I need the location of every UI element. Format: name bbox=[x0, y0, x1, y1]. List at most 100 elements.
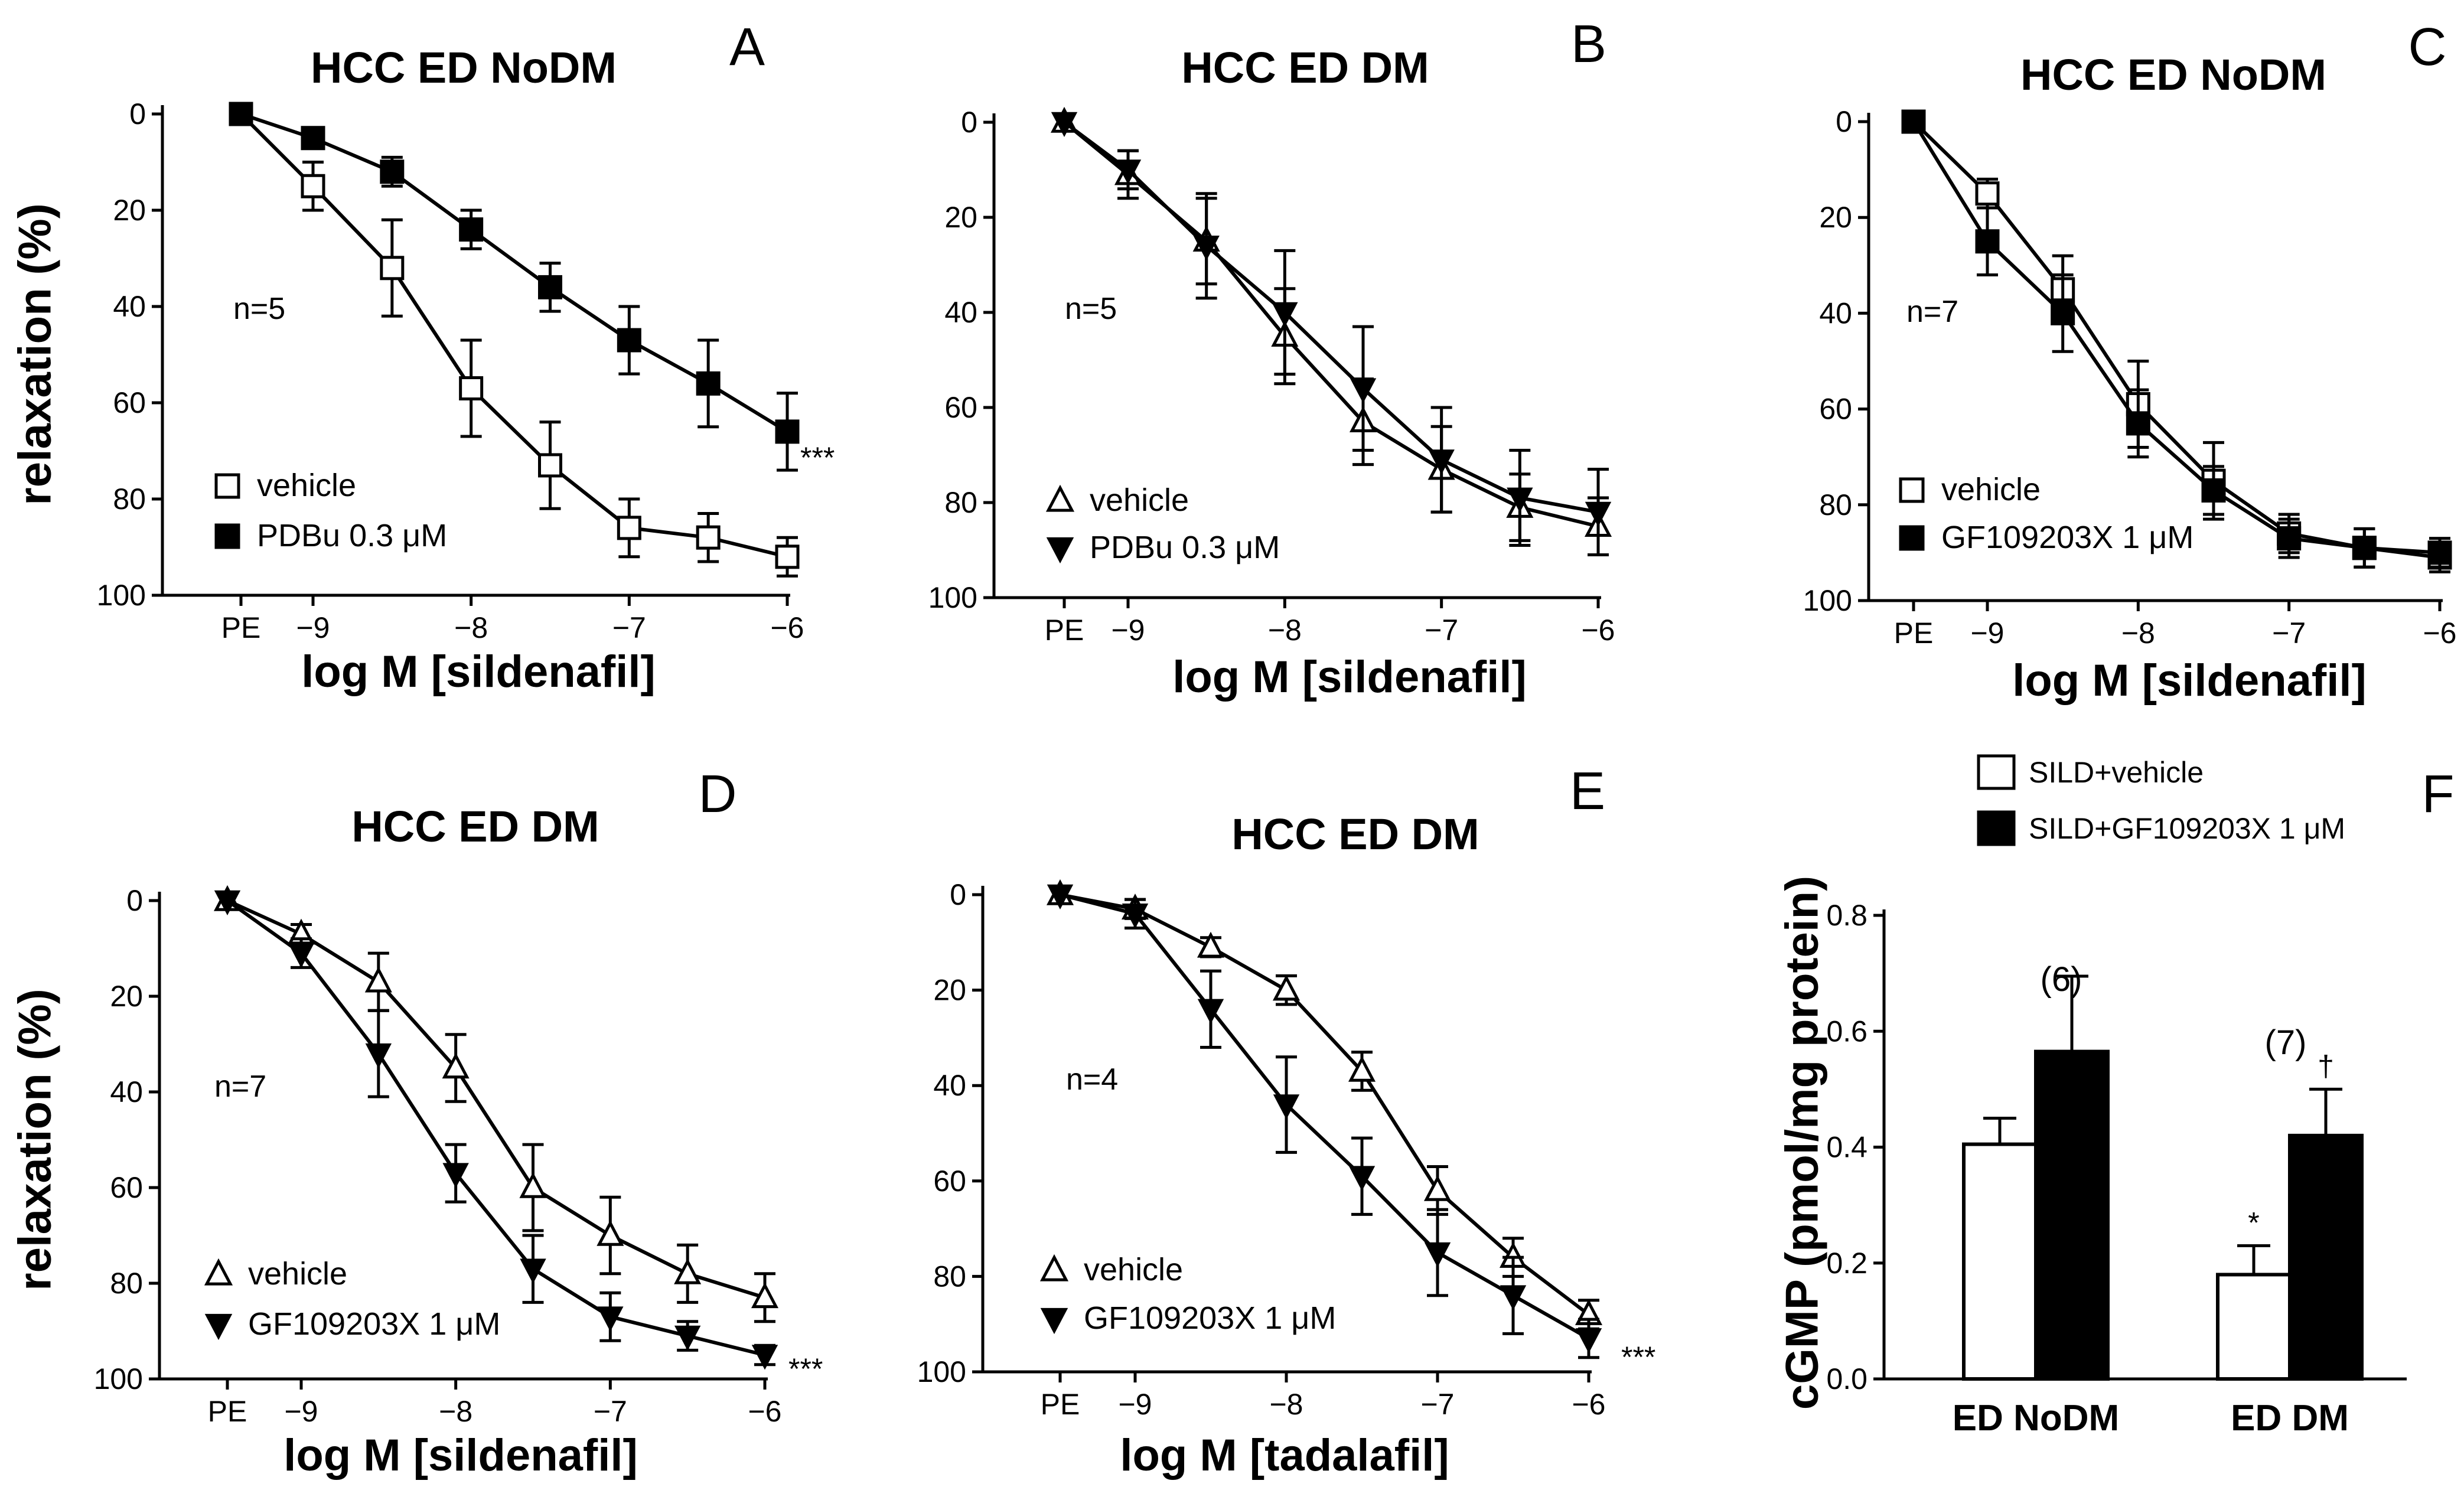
data-point bbox=[1507, 487, 1533, 513]
data-point bbox=[1272, 302, 1298, 328]
panel-letter: C bbox=[2408, 18, 2447, 77]
data-point bbox=[2126, 411, 2150, 436]
legend-label: vehicle bbox=[257, 468, 356, 503]
data-point bbox=[1428, 449, 1455, 475]
x-tick-label: −6 bbox=[1572, 1388, 1605, 1421]
x-tick-label: −8 bbox=[1268, 614, 1302, 647]
x-tick-label: −6 bbox=[770, 611, 804, 644]
series-line bbox=[1912, 120, 2440, 555]
panel-c: HCC ED NoDM C 0 20 40 60 80 100 PE −9 −8 −7 −6 log M … bbox=[1803, 18, 2457, 706]
data-point bbox=[442, 1163, 469, 1188]
y-tick-label: 0.4 bbox=[1826, 1131, 1867, 1164]
n-label: n=4 bbox=[1066, 1062, 1118, 1097]
data-point bbox=[775, 544, 800, 569]
series-line bbox=[226, 899, 765, 1300]
panel-title: HCC ED NoDM bbox=[2020, 50, 2326, 99]
legend-swatch bbox=[1977, 754, 2016, 790]
category-label: ED NoDM bbox=[1953, 1398, 2119, 1439]
panel-letter: A bbox=[729, 18, 765, 77]
y-tick-label: 80 bbox=[933, 1260, 966, 1293]
data-point bbox=[674, 1325, 701, 1351]
y-tick-label: 100 bbox=[94, 1362, 143, 1395]
data-point bbox=[1575, 1328, 1602, 1354]
data-point bbox=[1193, 236, 1220, 261]
legend-marker bbox=[1899, 525, 1925, 551]
y-tick-label: 20 bbox=[1819, 201, 1852, 234]
y-tick-label: 100 bbox=[928, 581, 977, 614]
data-point bbox=[1975, 181, 2000, 206]
data-point bbox=[1424, 1242, 1451, 1268]
x-tick-label: −9 bbox=[1970, 617, 2004, 650]
data-point bbox=[520, 1258, 546, 1284]
significance-marker: *** bbox=[800, 441, 835, 474]
series-line bbox=[239, 112, 788, 559]
series-line bbox=[240, 112, 788, 433]
data-point bbox=[365, 1043, 392, 1069]
y-tick-label: 60 bbox=[944, 391, 977, 424]
significance-marker: *** bbox=[788, 1352, 823, 1385]
data-point bbox=[1197, 999, 1224, 1024]
data-point bbox=[364, 966, 392, 993]
data-point bbox=[597, 1306, 624, 1332]
data-point bbox=[617, 328, 641, 353]
x-tick-label: −7 bbox=[1420, 1388, 1454, 1421]
y-tick-label: 0 bbox=[129, 97, 146, 131]
significance-marker: † bbox=[2318, 1049, 2334, 1082]
y-tick-label: 0.6 bbox=[1826, 1015, 1867, 1048]
data-point bbox=[301, 174, 325, 198]
y-tick-label: 80 bbox=[110, 1267, 143, 1300]
panel-a: HCC ED NoDM A 0 20 40 60 80 100 PE −9 −8 −7 −6 relaxa… bbox=[8, 18, 835, 697]
data-point bbox=[1197, 931, 1225, 958]
bar bbox=[2216, 1273, 2292, 1381]
data-point bbox=[538, 275, 562, 299]
y-axis-label: relaxation (%) bbox=[8, 989, 60, 1290]
data-point bbox=[1348, 1055, 1376, 1082]
data-point bbox=[1423, 1175, 1452, 1201]
y-tick-label: 0 bbox=[950, 878, 966, 911]
bar bbox=[1962, 1142, 2038, 1381]
data-point bbox=[674, 1258, 702, 1284]
y-tick-label: 100 bbox=[917, 1355, 966, 1388]
series-1 bbox=[1047, 884, 1602, 1359]
legend-label: GF109203X 1 μM bbox=[248, 1306, 500, 1342]
data-point bbox=[775, 419, 800, 444]
legend-label: PDBu 0.3 μM bbox=[257, 518, 447, 553]
y-tick-label: 40 bbox=[113, 290, 146, 323]
y-tick-label: 0.0 bbox=[1826, 1362, 1867, 1395]
panel-b: HCC ED DM B 0 20 40 60 80 100 PE −9 −8 −7 −6 log M [s… bbox=[928, 15, 1615, 702]
panel-d: HCC ED DM D 0 20 40 60 80 100 PE −9 −8 −7 −6 relaxati… bbox=[8, 765, 823, 1481]
y-tick-label: 20 bbox=[110, 980, 143, 1013]
legend-marker bbox=[1040, 1307, 1068, 1335]
bar bbox=[2034, 1049, 2110, 1381]
data-point bbox=[1975, 229, 2000, 254]
legend-marker bbox=[204, 1258, 233, 1286]
x-tick-label: −9 bbox=[1118, 1388, 1152, 1421]
x-tick-label: PE bbox=[1045, 614, 1084, 647]
y-axis-label: relaxation (%) bbox=[8, 203, 60, 505]
data-point bbox=[1273, 1094, 1300, 1120]
x-tick-label: −8 bbox=[2121, 617, 2155, 650]
y-tick-label: 0.2 bbox=[1826, 1247, 1867, 1280]
series-1 bbox=[229, 102, 800, 472]
y-tick-label: 80 bbox=[1819, 488, 1852, 521]
x-tick-label: PE bbox=[1894, 617, 1934, 650]
legend-marker bbox=[1046, 537, 1074, 564]
x-tick-label: −6 bbox=[2423, 617, 2456, 650]
y-tick-label: 60 bbox=[110, 1171, 143, 1204]
y-tick-label: 40 bbox=[944, 296, 977, 329]
data-point bbox=[442, 1052, 470, 1079]
data-point bbox=[229, 102, 253, 126]
x-tick-label: −7 bbox=[2272, 617, 2306, 650]
legend-label: PDBu 0.3 μM bbox=[1090, 530, 1280, 565]
y-tick-label: 100 bbox=[97, 579, 146, 612]
data-point bbox=[696, 371, 721, 396]
series-line bbox=[1063, 120, 1599, 529]
y-tick-label: 40 bbox=[933, 1069, 966, 1102]
data-point bbox=[1272, 974, 1301, 1001]
category-label: ED DM bbox=[2231, 1398, 2349, 1439]
data-point bbox=[1047, 884, 1074, 910]
data-point bbox=[2352, 536, 2377, 560]
bar bbox=[2288, 1133, 2364, 1381]
y-tick-label: 100 bbox=[1803, 584, 1852, 617]
y-tick-label: 80 bbox=[113, 482, 146, 516]
